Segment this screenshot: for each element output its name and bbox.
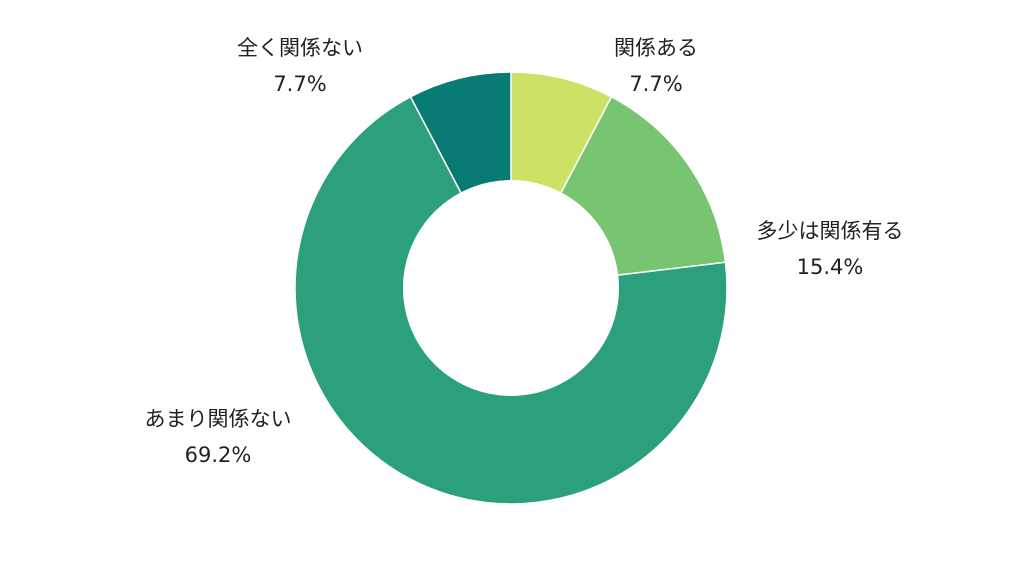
slice-value-label: 15.4%	[797, 255, 864, 279]
slice-label-2: 多少は関係有る 15.4%	[757, 219, 904, 279]
slice-labels: 関係ある 7.7% 多少は関係有る 15.4% あまり関係ない 69.2% 全く関係ない 7.…	[145, 36, 904, 467]
slice-label-4: 全く関係ない 7.7%	[237, 36, 363, 96]
slice-value-label: 69.2%	[185, 443, 252, 467]
slice-category-label: 関係ある	[614, 36, 698, 60]
slice-category-label: 多少は関係有る	[757, 219, 904, 243]
slice-label-1: 関係ある 7.7%	[614, 36, 698, 96]
slice-category-label: あまり関係ない	[145, 407, 292, 431]
donut-hole	[403, 180, 619, 396]
slice-value-label: 7.7%	[629, 72, 682, 96]
slice-label-3: あまり関係ない 69.2%	[145, 407, 292, 467]
slice-category-label: 全く関係ない	[237, 36, 363, 60]
slice-value-label: 7.7%	[273, 72, 326, 96]
